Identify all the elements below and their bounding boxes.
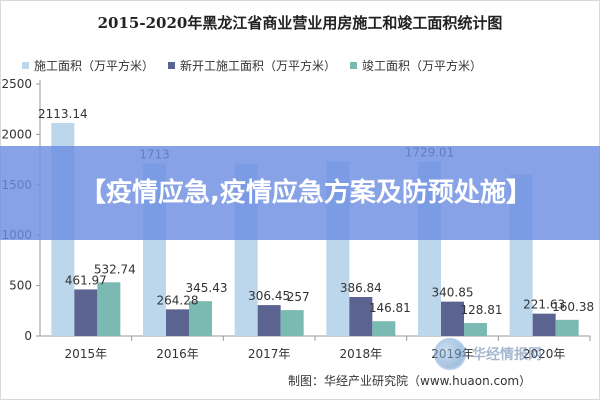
overlay-banner-text: 【疫情应急,疫情应急方案及防预处施】 [80, 178, 532, 208]
bar-2-2019年 [441, 301, 464, 336]
data-label: 146.81 [369, 301, 411, 315]
legend-swatch [22, 62, 29, 69]
legend-label: 新开工施工面积（万平方米） [180, 59, 337, 73]
data-label: 264.28 [157, 293, 199, 307]
bar-3-2019年 [464, 323, 487, 336]
bar-2-2020年 [532, 313, 556, 336]
watermark: 华经情报网 [434, 334, 594, 374]
bar-3-2016年 [189, 301, 212, 336]
huajing-logo-icon [434, 338, 466, 370]
legend-swatch [168, 62, 176, 69]
legend-label: 竣工面积（万平方米） [362, 59, 483, 73]
bar-2-2017年 [257, 305, 281, 336]
x-tick-label: 2017年 [248, 347, 291, 361]
x-tick-label: 2015年 [65, 347, 108, 361]
x-tick-label: 2018年 [340, 347, 383, 361]
data-label: 340.85 [432, 286, 474, 300]
data-label: 221.63 [523, 298, 565, 312]
x-tick-label: 2020年 [523, 347, 566, 361]
chart-legend: 施工面积（万平方米） 新开工施工面积（万平方米） 竣工面积（万平方米） [22, 57, 482, 74]
legend-swatch [350, 62, 358, 69]
x-tick-label: 2016年 [156, 347, 199, 361]
data-label: 386.84 [340, 281, 382, 295]
bar-2-2018年 [349, 297, 373, 336]
y-tick-label: 2500 [1, 77, 32, 91]
bar-2-2016年 [166, 309, 189, 336]
y-tick-label: 0 [24, 329, 32, 343]
data-label: 257 [287, 290, 310, 304]
y-tick-label: 500 [9, 279, 32, 293]
legend-item: 施工面积（万平方米） [22, 57, 154, 74]
data-label: 160.38 [552, 300, 594, 314]
y-tick-label: 2000 [1, 127, 32, 141]
bar-3-2015年 [97, 282, 121, 336]
legend-item: 竣工面积（万平方米） [350, 57, 482, 74]
chart-title: 2015-2020年黑龙江省商业营业用房施工和竣工面积统计图 [97, 14, 503, 32]
bar-3-2018年 [372, 321, 396, 336]
bar-2-2015年 [74, 289, 98, 336]
data-label: 532.74 [94, 262, 136, 276]
data-label: 306.45 [248, 289, 290, 303]
bar-3-2020年 [555, 319, 579, 336]
legend-label: 施工面积（万平方米） [34, 59, 155, 73]
legend-item: 新开工施工面积（万平方米） [168, 57, 336, 74]
data-label: 345.43 [186, 281, 228, 295]
source-note: 制图：华经产业研究院（www.huaon.com） [288, 374, 532, 388]
bar-3-2017年 [280, 310, 304, 336]
watermark-text: 华经情报网 [472, 347, 542, 363]
data-label: 128.81 [461, 303, 503, 317]
overlay-banner: 【疫情应急,疫情应急方案及防预处施】 [0, 146, 600, 240]
data-label: 461.97 [65, 273, 107, 287]
data-label: 2113.14 [38, 107, 88, 121]
